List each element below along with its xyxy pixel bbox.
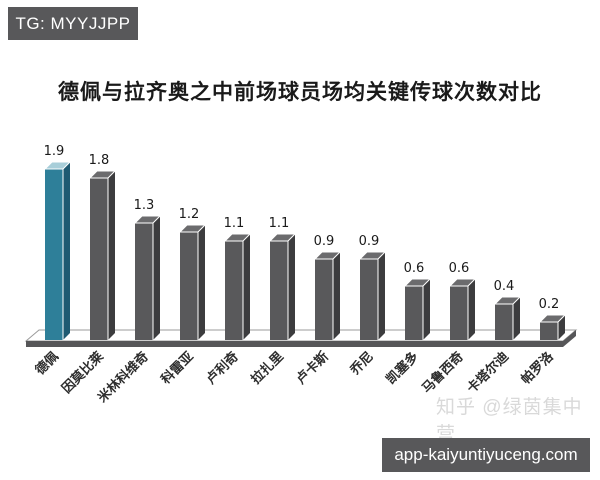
bar-side-face	[243, 234, 250, 340]
bar-value-label: 0.6	[404, 261, 425, 276]
bar-front-face	[45, 169, 63, 340]
bar-side-face	[513, 297, 520, 340]
category-label: 拉扎里	[248, 349, 286, 387]
chart-title: 德佩与拉齐奥之中前场球员场均关键传球次数对比	[58, 80, 542, 104]
bar-value-label: 1.3	[134, 198, 155, 213]
bar-top-face	[179, 224, 206, 233]
category-label: 乔尼	[346, 349, 376, 379]
bar-front-face	[405, 286, 423, 340]
bar-side-face	[108, 171, 115, 340]
bar-top-face	[359, 251, 386, 260]
bar-side-face	[153, 216, 160, 340]
bar-front-face	[450, 286, 468, 340]
bar-5: 1.1 卢利奇	[203, 216, 251, 387]
bar-value-label: 1.1	[269, 216, 290, 231]
bar-value-label: 0.2	[539, 297, 560, 312]
category-label: 卢卡斯	[293, 349, 331, 387]
bar-side-face	[288, 234, 295, 340]
bar-top-face	[404, 278, 431, 287]
bar-8: 0.9 乔尼	[346, 234, 386, 379]
bar-side-face	[333, 252, 340, 340]
bar-front-face	[540, 322, 558, 340]
bar-top-face	[224, 233, 251, 242]
bar-value-label: 0.4	[494, 279, 515, 294]
category-label: 凯塞多	[383, 349, 421, 387]
bar-side-face	[423, 279, 430, 340]
bar-value-label: 0.9	[359, 234, 380, 249]
category-label: 德佩	[32, 349, 61, 378]
bar-value-label: 0.9	[314, 234, 335, 249]
bar-front-face	[135, 223, 153, 340]
bar-7: 0.9 卢卡斯	[293, 234, 341, 387]
category-label: 马鲁西奇	[419, 349, 466, 396]
bar-value-label: 0.6	[449, 261, 470, 276]
bar-front-face	[270, 241, 288, 340]
bar-top-face	[449, 278, 476, 287]
bar-side-face	[198, 225, 205, 340]
category-label: 卡塔尔迪	[464, 349, 511, 396]
bar-value-label: 1.9	[44, 144, 65, 159]
bar-top-face	[44, 161, 71, 170]
bar-side-face	[468, 279, 475, 340]
category-label: 帕罗洛	[518, 348, 557, 387]
bar-value-label: 1.2	[179, 207, 200, 222]
site-url-badge: app-kaiyuntiyuceng.com	[382, 438, 590, 472]
bar-front-face	[495, 304, 513, 340]
bar-side-face	[378, 252, 385, 340]
bar-front-face	[360, 259, 378, 340]
chart-floor-front	[26, 330, 576, 347]
bar-front-face	[90, 178, 108, 340]
bar-value-label: 1.1	[224, 216, 245, 231]
telegram-handle-badge: TG: MYYJJPP	[8, 7, 138, 40]
bar-9: 0.6 凯塞多	[383, 261, 431, 387]
bar-side-face	[558, 315, 565, 340]
bar-top-face	[494, 296, 521, 305]
bar-front-face	[315, 259, 333, 340]
bar-value-label: 1.8	[89, 153, 110, 168]
category-label: 科雷亚	[158, 349, 196, 387]
bar-side-face	[63, 162, 70, 340]
bar-front-face	[180, 232, 198, 340]
bar-top-face	[89, 170, 116, 179]
bar-top-face	[269, 233, 296, 242]
bar-4: 1.2 科雷亚	[158, 207, 206, 387]
bar-front-face	[225, 241, 243, 340]
bar-top-face	[539, 314, 566, 323]
bar-6: 1.1 拉扎里	[248, 216, 296, 387]
bar-top-face	[314, 251, 341, 260]
category-label: 卢利奇	[203, 349, 241, 387]
bar-top-face	[134, 215, 161, 224]
